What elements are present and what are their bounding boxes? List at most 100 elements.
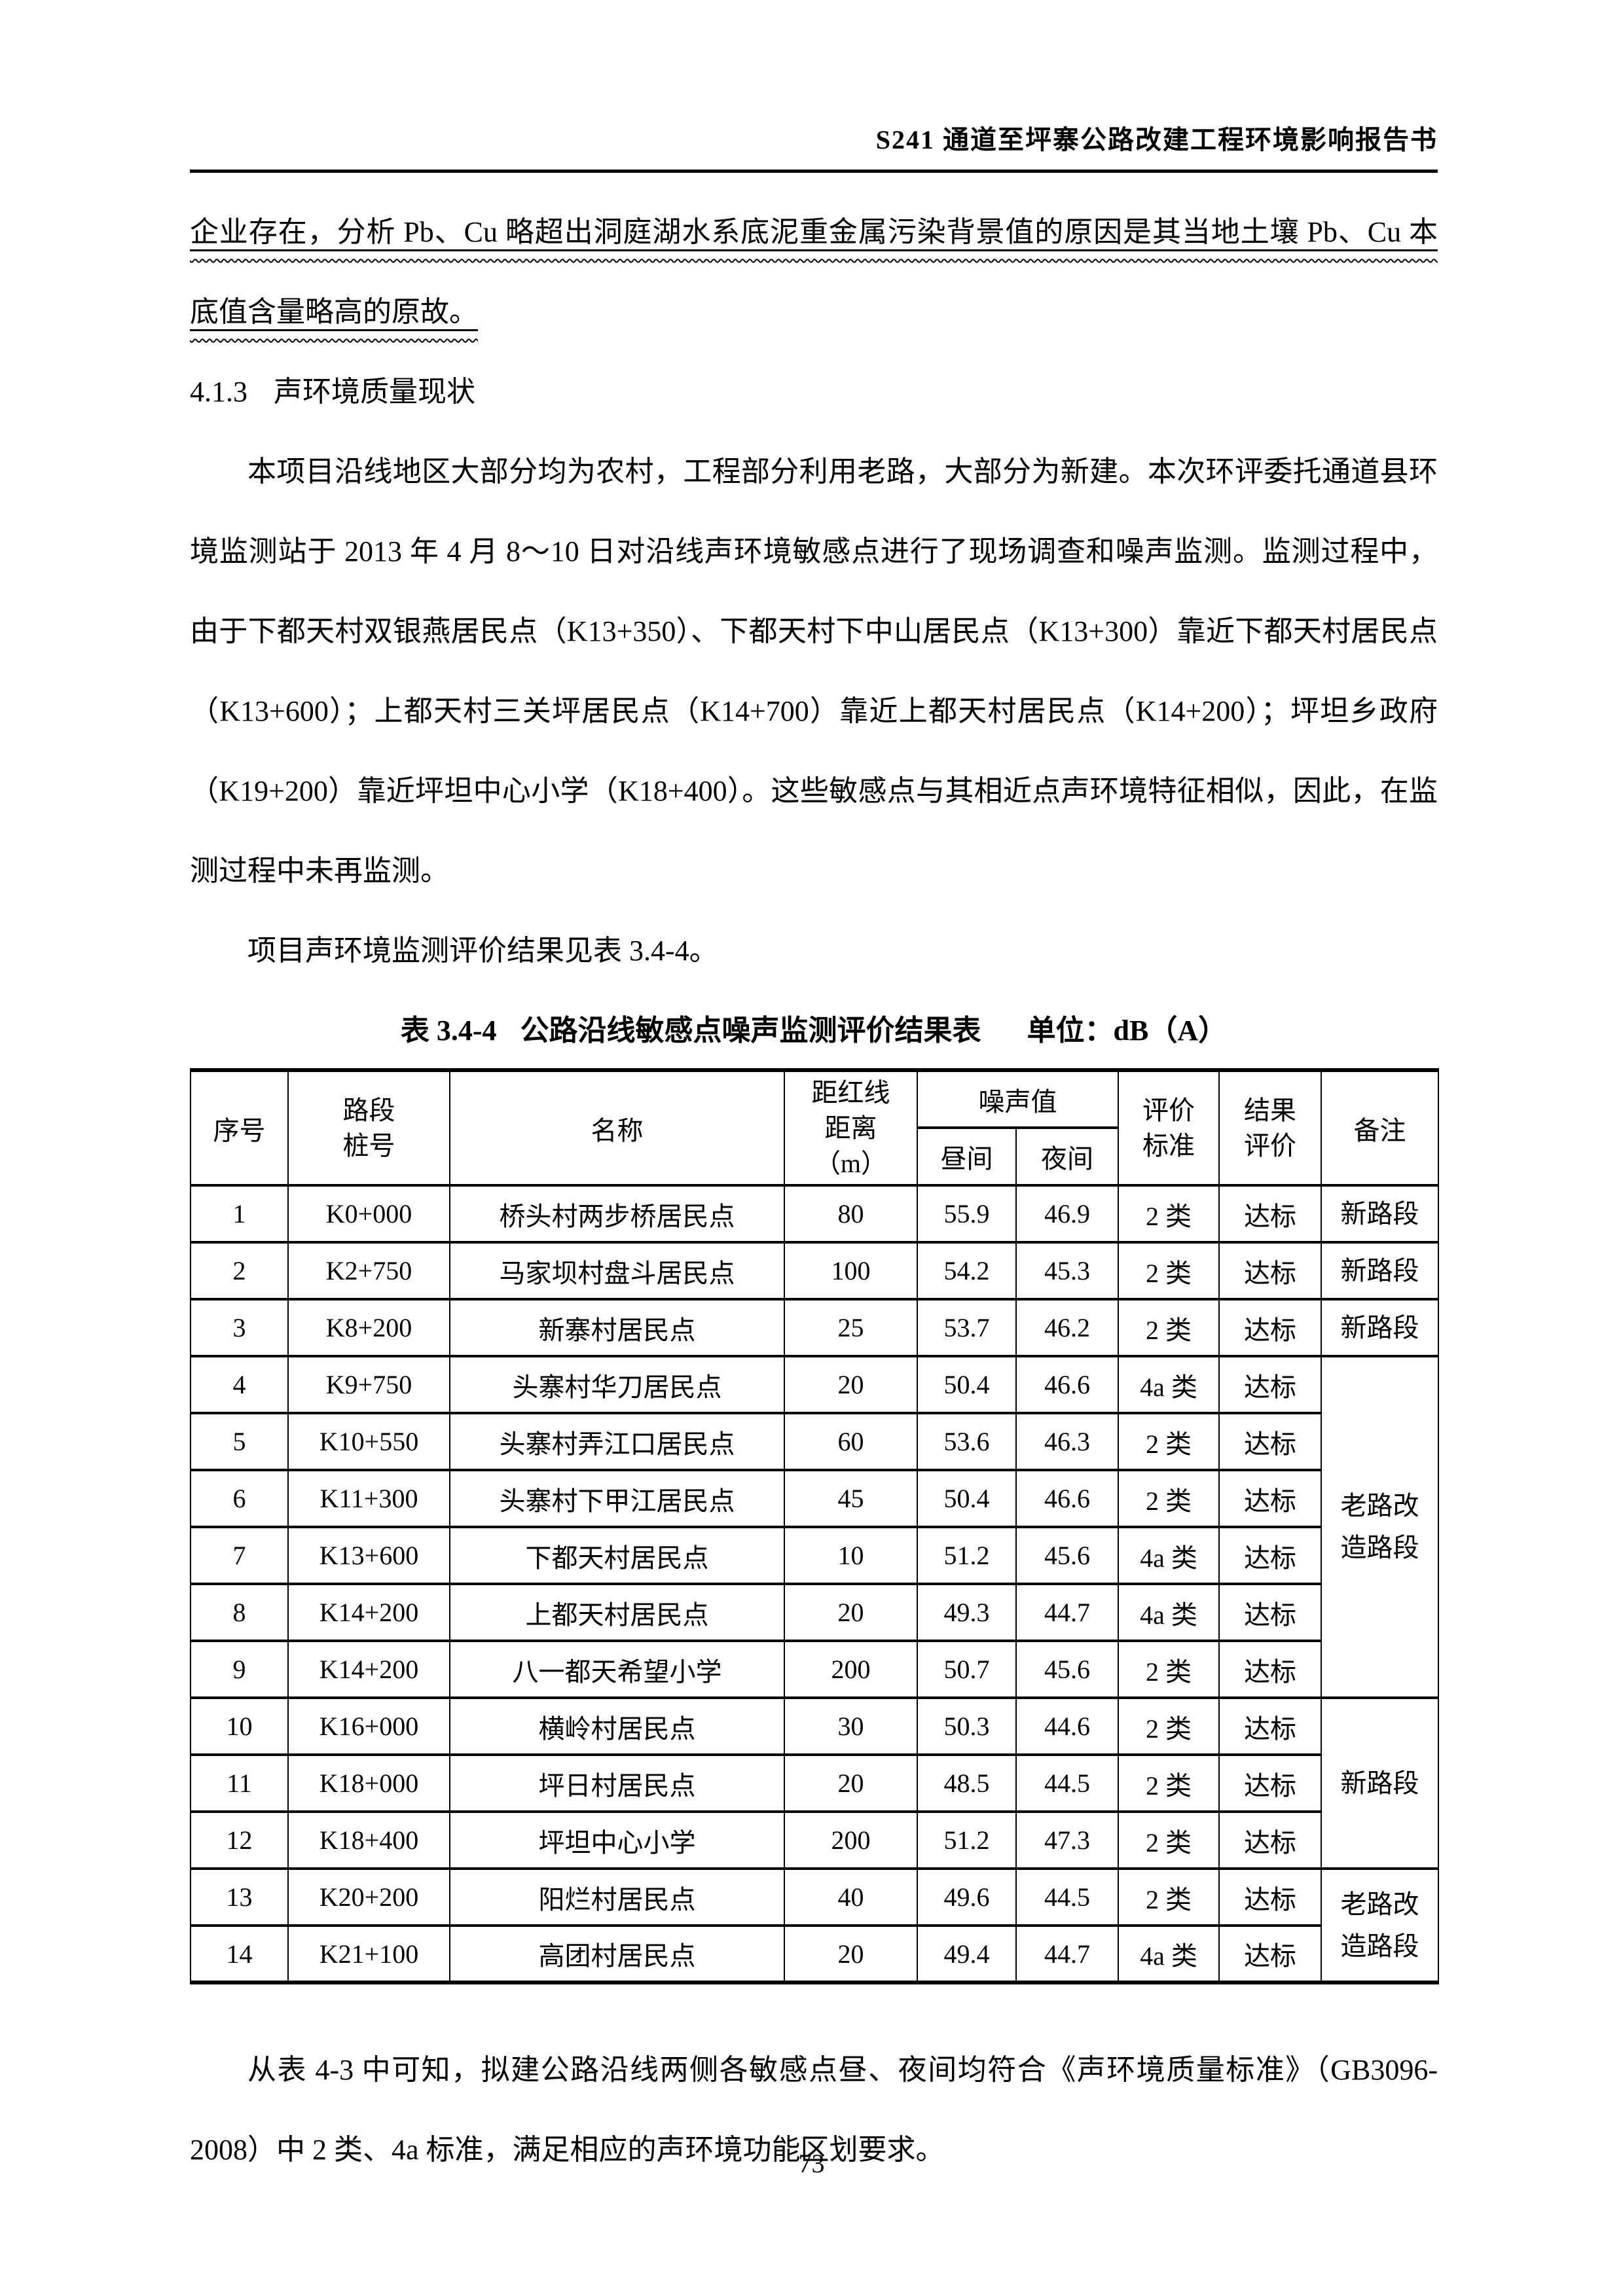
table-cell: 4 — [190, 1355, 289, 1414]
table-cell: 达标 — [1218, 1298, 1322, 1357]
table-cell: 45.6 — [1015, 1640, 1119, 1699]
table-cell: K11+300 — [287, 1469, 450, 1528]
table-cell: K10+550 — [287, 1412, 450, 1471]
table-cell-note: 新路段 — [1321, 1241, 1439, 1300]
table-cell: 12 — [190, 1810, 289, 1870]
table-cell: 55.9 — [917, 1184, 1017, 1244]
col-header-noise: 噪声值 — [917, 1069, 1119, 1129]
table-cell: 54.2 — [917, 1241, 1017, 1300]
table-row: 14 K21+100 高团村居民点 20 49.4 44.7 4a 类达标 — [190, 1924, 1438, 1984]
table-cell: 头寨村弄江口居民点 — [449, 1412, 785, 1471]
table-cell: 达标 — [1218, 1753, 1322, 1813]
table-header: 序号 路段 桩号 名称 距红线 距离 （m） 噪声值 评价 标准 结果 评价 备… — [190, 1069, 1439, 1187]
table-cell: 49.6 — [917, 1867, 1017, 1927]
table-cell: 10 — [784, 1526, 918, 1585]
col-header-name: 名称 — [449, 1069, 785, 1187]
table-cell: 2 类 — [1118, 1184, 1220, 1244]
table-cell: 46.6 — [1015, 1469, 1119, 1528]
table-cell: 7 — [190, 1526, 289, 1585]
col-header-note: 备注 — [1321, 1069, 1439, 1187]
table-cell: 200 — [784, 1640, 918, 1699]
table-cell: 达标 — [1218, 1867, 1322, 1927]
table-cell: K18+400 — [287, 1810, 450, 1870]
table-cell: K8+200 — [287, 1298, 450, 1357]
table-cell: 44.6 — [1015, 1696, 1119, 1756]
table-cell: 10 — [190, 1696, 289, 1756]
col-header-night: 夜间 — [1015, 1126, 1119, 1187]
table-cell: 2 类 — [1118, 1810, 1220, 1870]
col-header-result: 结果 评价 — [1218, 1069, 1322, 1187]
table-cell: 9 — [190, 1640, 289, 1699]
page-number: 73 — [798, 2149, 825, 2178]
table-cell: 50.4 — [917, 1355, 1017, 1414]
table-cell: K18+000 — [287, 1753, 450, 1813]
table-cell: 49.3 — [917, 1583, 1017, 1642]
table-caption-title: 公路沿线敏感点噪声监测评价结果表 — [520, 1014, 981, 1047]
table-cell: 达标 — [1218, 1241, 1322, 1300]
table-row: 12 K18+400 坪坦中心小学 200 51.2 47.3 2 类达标 — [190, 1810, 1438, 1870]
table-cell: 40 — [784, 1867, 918, 1927]
table-row: 8 K14+200 上都天村居民点 20 49.3 44.7 4a 类达标 — [190, 1583, 1438, 1642]
table-cell: 2 类 — [1118, 1867, 1220, 1927]
table-cell: 20 — [784, 1583, 918, 1642]
table-row: 2 K2+750 马家坝村盘斗居民点 100 54.2 45.3 2 类达标 新路段 — [190, 1241, 1439, 1300]
col-header-seq: 序号 — [190, 1069, 289, 1187]
table-cell: 47.3 — [1015, 1810, 1119, 1870]
table-cell: 马家坝村盘斗居民点 — [449, 1241, 785, 1300]
table-subheader-row: 昼间 夜间 — [191, 1126, 1438, 1187]
noise-monitoring-table: 序号 路段 桩号 名称 距红线 距离 （m） 噪声值 评价 标准 结果 评价 备… — [190, 1068, 1439, 1984]
table-cell: 14 — [190, 1924, 289, 1984]
table-cell: K20+200 — [287, 1867, 450, 1927]
note-label: 老路改造路段 — [1340, 1889, 1419, 1961]
revision-text: 企业存在，分析 Pb、Cu 略超出洞庭湖水系底泥重金属污染背景值的原因是其当地土… — [190, 216, 1438, 328]
table-cell: 60 — [784, 1412, 918, 1471]
report-page: S241 通道至坪寨公路改建工程环境影响报告书 企业存在，分析 Pb、Cu 略超… — [190, 125, 1439, 2166]
table-cell: 46.9 — [1015, 1184, 1119, 1244]
note-label: 新路段 — [1340, 1198, 1419, 1229]
table-cell: 2 类 — [1118, 1753, 1220, 1813]
table-cell: K14+200 — [287, 1640, 450, 1699]
table-cell: 2 类 — [1118, 1469, 1220, 1528]
table-cell: 达标 — [1218, 1412, 1322, 1471]
table-cell: 53.6 — [917, 1412, 1017, 1471]
table-cell: 2 类 — [1118, 1241, 1220, 1300]
section-heading: 4.1.3 声环境质量现状 — [190, 352, 1438, 432]
paragraph-table-ref: 项目声环境监测评价结果见表 3.4-4。 — [247, 935, 718, 967]
table-cell: 2 — [190, 1241, 289, 1300]
note-label: 老路改造路段 — [1340, 1491, 1419, 1562]
section-number: 4.1.3 — [190, 376, 247, 408]
col-header-distance: 距红线 距离 （m） — [784, 1069, 918, 1187]
table-cell: 达标 — [1218, 1924, 1322, 1984]
table-cell: 2 类 — [1118, 1640, 1220, 1699]
table-cell: 20 — [784, 1355, 918, 1414]
table-cell: 桥头村两步桥居民点 — [449, 1184, 785, 1244]
table-cell: 2 类 — [1118, 1298, 1220, 1357]
table-caption: 表 3.4-4 公路沿线敏感点噪声监测评价结果表 单位：dB（A） — [190, 1003, 1438, 1059]
table-cell-note: 老路改造路段 — [1321, 1867, 1439, 1984]
table-cell: 4a 类 — [1118, 1583, 1220, 1642]
table-cell: 4a 类 — [1118, 1924, 1220, 1984]
table-cell: 53.7 — [917, 1298, 1017, 1357]
table-cell: 1 — [190, 1184, 289, 1244]
table-cell: 200 — [784, 1810, 918, 1870]
table-cell: 上都天村居民点 — [449, 1583, 785, 1642]
note-label: 新路段 — [1340, 1255, 1419, 1285]
table-cell: 46.2 — [1015, 1298, 1119, 1357]
table-cell: 44.5 — [1015, 1753, 1119, 1813]
table-cell: 达标 — [1218, 1640, 1322, 1699]
table-cell: 4a 类 — [1118, 1355, 1220, 1414]
table-cell: K13+600 — [287, 1526, 450, 1585]
table-cell: 50.3 — [917, 1696, 1017, 1756]
table-cell: 达标 — [1218, 1583, 1322, 1642]
table-cell: 13 — [190, 1867, 289, 1927]
table-cell: 阳烂村居民点 — [449, 1867, 785, 1927]
table-cell: 达标 — [1218, 1526, 1322, 1585]
noise-table-body: 1 K0+000 桥头村两步桥居民点 80 55.9 46.9 2 类达标 新路段 2 K2+75… — [190, 1184, 1439, 1984]
table-cell-note: 新路段 — [1321, 1184, 1439, 1244]
table-header-row: 序号 路段 桩号 名称 距红线 距离 （m） 噪声值 评价 标准 结果 评价 备… — [190, 1069, 1439, 1187]
table-cell: 44.7 — [1015, 1583, 1119, 1642]
table-cell: 8 — [190, 1583, 289, 1642]
table-cell: 头寨村华刀居民点 — [449, 1355, 785, 1414]
table-cell: 6 — [190, 1469, 289, 1528]
revision-underline: 企业存在，分析 Pb、Cu 略超出洞庭湖水系底泥重金属污染背景值的原因是其当地土… — [190, 216, 1438, 328]
